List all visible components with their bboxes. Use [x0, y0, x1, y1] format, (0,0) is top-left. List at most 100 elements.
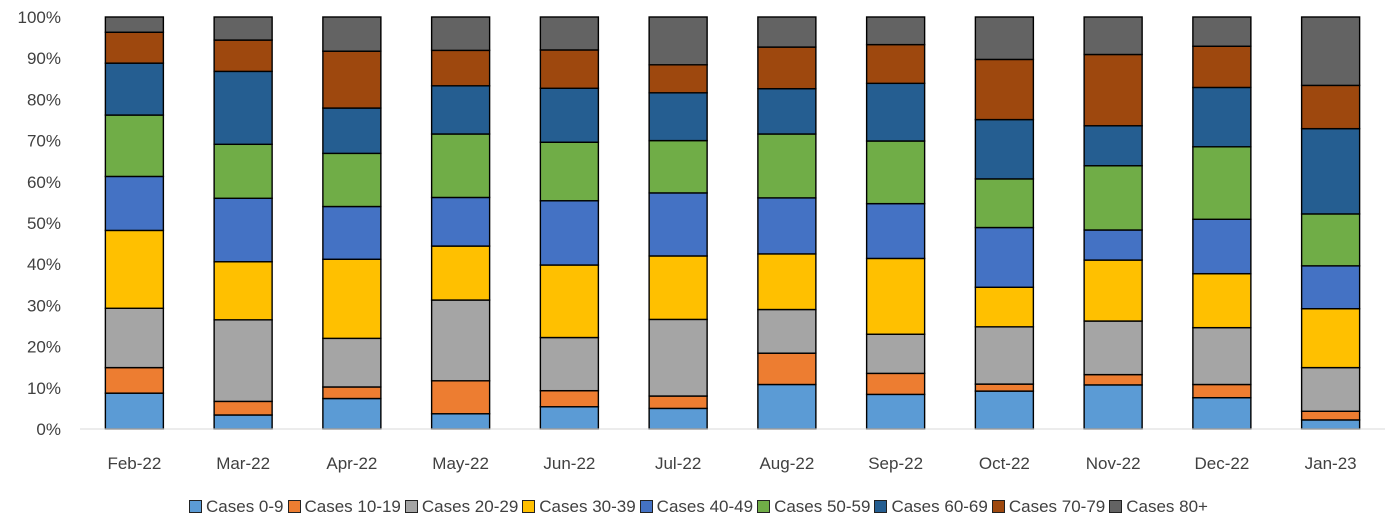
legend-label: Cases 70-79	[1008, 497, 1106, 516]
stacked-bar-chart: 0% 10% 20% 30% 40% 50% 60% 70% 80% 90% 100% Feb-22…	[18, 8, 1385, 473]
bar-segment-cases-40-49	[865, 202, 926, 260]
x-tick-label: Nov-22	[1086, 454, 1141, 473]
bar-segment-cases-60-69	[757, 87, 817, 135]
bar-segment-cases-30-39	[865, 257, 926, 335]
bar-segment-cases-80-	[213, 16, 273, 41]
legend-item: Cases 0-9	[189, 497, 284, 517]
legend-item: Cases 70-79	[991, 497, 1106, 517]
legend-swatch	[287, 500, 301, 513]
bar-segment-cases-70-79	[648, 64, 708, 94]
bar-segment-cases-10-19	[430, 380, 491, 415]
bar-segment-cases-40-49	[757, 197, 817, 255]
bar-stack-may-22	[430, 16, 491, 430]
legend-label: Cases 60-69	[891, 497, 988, 516]
bar-segment-cases-40-49	[539, 200, 600, 266]
bar-segment-cases-70-79	[865, 43, 926, 85]
bar-segment-cases-50-59	[1300, 213, 1361, 267]
y-tick-label: 50%	[27, 214, 61, 233]
bar-segment-cases-10-19	[322, 386, 382, 400]
bar-segment-cases-0-9	[1300, 419, 1361, 430]
bar-segment-cases-60-69	[1192, 86, 1252, 148]
bar-segment-cases-60-69	[1083, 125, 1143, 167]
legend-label: Cases 80+	[1126, 497, 1208, 516]
bar-segment-cases-60-69	[213, 70, 273, 146]
bar-segment-cases-40-49	[104, 175, 165, 232]
bar-segment-cases-70-79	[1083, 53, 1143, 127]
y-axis: 0% 10% 20% 30% 40% 50% 60% 70% 80% 90% 100%	[18, 8, 61, 439]
legend-item: Cases 60-69	[874, 497, 988, 517]
legend: Cases 0-9 Cases 10-19 Cases 20-29 Cases 30-…	[0, 497, 1397, 517]
bar-segment-cases-0-9	[430, 413, 491, 430]
bar-segment-cases-50-59	[104, 114, 165, 178]
bar-segment-cases-30-39	[757, 253, 817, 311]
legend-item: Cases 20-29	[404, 497, 518, 517]
bar-segment-cases-40-49	[213, 197, 273, 263]
bar-segment-cases-70-79	[539, 49, 600, 89]
legend-swatch	[522, 500, 536, 513]
bar-segment-cases-70-79	[1192, 45, 1252, 89]
x-tick-label: Jul-22	[655, 454, 701, 473]
legend-swatch	[874, 500, 888, 513]
bar-stack-jun-22	[539, 16, 600, 430]
bar-segment-cases-80-	[648, 16, 708, 66]
bar-segment-cases-30-39	[648, 255, 708, 321]
bar-segment-cases-0-9	[865, 393, 926, 430]
bar-segment-cases-0-9	[213, 414, 273, 430]
bar-segment-cases-60-69	[648, 92, 708, 142]
bar-segment-cases-20-29	[430, 299, 491, 382]
bar-segment-cases-60-69	[104, 62, 165, 116]
bar-stack-jan-23	[1300, 16, 1361, 430]
legend-label: Cases 40-49	[656, 497, 754, 516]
bar-segment-cases-70-79	[430, 49, 491, 87]
bar-stack-dec-22	[1192, 16, 1252, 430]
bar-segment-cases-80-	[104, 16, 165, 33]
x-tick-label: Dec-22	[1194, 454, 1249, 473]
y-tick-label: 60%	[27, 173, 61, 192]
bar-segment-cases-0-9	[974, 390, 1035, 430]
bar-stack-feb-22	[104, 16, 165, 430]
bar-segment-cases-20-29	[1083, 320, 1143, 376]
bar-segment-cases-10-19	[865, 372, 926, 396]
bar-segment-cases-60-69	[865, 82, 926, 142]
bar-segment-cases-10-19	[104, 366, 165, 394]
bar-segment-cases-10-19	[213, 400, 273, 416]
bar-segment-cases-60-69	[322, 107, 382, 155]
bar-segment-cases-50-59	[430, 133, 491, 199]
x-tick-label: Feb-22	[107, 454, 161, 473]
bar-segment-cases-10-19	[539, 389, 600, 408]
legend-swatch	[757, 500, 771, 513]
bar-segment-cases-30-39	[974, 286, 1035, 328]
bar-segment-cases-50-59	[1192, 146, 1252, 220]
bar-segment-cases-20-29	[974, 326, 1035, 385]
bar-segment-cases-50-59	[974, 178, 1035, 229]
bar-segment-cases-40-49	[648, 192, 708, 257]
bar-segment-cases-20-29	[1192, 326, 1252, 386]
legend-item: Cases 10-19	[287, 497, 401, 517]
bar-segment-cases-30-39	[1192, 272, 1252, 329]
legend-label: Cases 30-39	[539, 497, 636, 516]
bar-segment-cases-30-39	[1083, 259, 1143, 322]
bar-segment-cases-20-29	[757, 308, 817, 354]
bar-segment-cases-50-59	[322, 152, 382, 208]
x-tick-label: Aug-22	[759, 454, 814, 473]
bar-segment-cases-60-69	[1300, 127, 1361, 215]
x-tick-label: Jan-23	[1305, 454, 1357, 473]
bar-segment-cases-70-79	[322, 50, 382, 109]
legend-item: Cases 50-59	[757, 497, 870, 517]
x-tick-label: Apr-22	[326, 454, 377, 473]
bar-segment-cases-20-29	[865, 333, 926, 375]
bar-segment-cases-20-29	[648, 318, 708, 397]
bar-segment-cases-20-29	[322, 337, 382, 388]
bar-segment-cases-20-29	[104, 307, 165, 369]
bar-stack-apr-22	[322, 16, 382, 430]
bar-segment-cases-60-69	[974, 118, 1035, 180]
bar-segment-cases-80-	[974, 16, 1035, 61]
bar-segment-cases-0-9	[539, 406, 600, 430]
bar-segment-cases-50-59	[865, 140, 926, 205]
bar-segment-cases-30-39	[539, 264, 600, 339]
bar-stack-mar-22	[213, 16, 273, 430]
bar-segment-cases-10-19	[974, 383, 1035, 392]
bar-segment-cases-80-	[1083, 16, 1143, 56]
bar-segment-cases-0-9	[648, 407, 708, 430]
bar-segment-cases-0-9	[322, 397, 382, 430]
